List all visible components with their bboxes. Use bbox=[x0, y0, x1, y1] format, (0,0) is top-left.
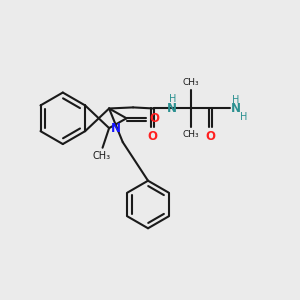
Text: H: H bbox=[232, 94, 239, 104]
Text: O: O bbox=[148, 130, 158, 143]
Text: CH₃: CH₃ bbox=[92, 151, 111, 161]
Text: N: N bbox=[231, 102, 241, 115]
Text: O: O bbox=[149, 112, 159, 125]
Text: H: H bbox=[240, 112, 247, 122]
Text: N: N bbox=[111, 122, 121, 135]
Text: CH₃: CH₃ bbox=[182, 130, 199, 139]
Text: N: N bbox=[167, 102, 177, 115]
Text: H: H bbox=[169, 94, 176, 103]
Text: CH₃: CH₃ bbox=[182, 78, 199, 87]
Text: O: O bbox=[206, 130, 216, 143]
